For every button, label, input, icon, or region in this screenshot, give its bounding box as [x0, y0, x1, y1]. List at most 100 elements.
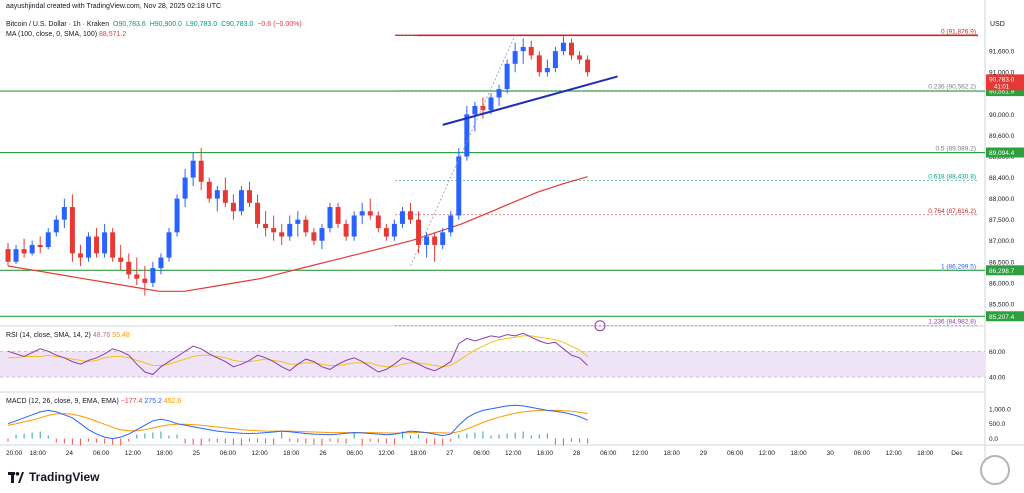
time-tick-label: 06:00: [473, 450, 490, 457]
fib-label: 0.764 (87,616.2): [928, 208, 976, 215]
candle-body: [496, 89, 502, 98]
price-chart[interactable]: 0 (91,876.9) 0.236 (90,562.2) 0.5 (89,089.…: [0, 0, 1024, 463]
time-tick-label: 30: [827, 450, 835, 457]
time-tick-label: 27: [446, 450, 454, 457]
support-price-label: 89,094.4: [989, 150, 1015, 157]
time-tick-label: 24: [66, 450, 74, 457]
candle-body: [77, 253, 83, 258]
footer-bar: [0, 463, 1024, 493]
candle-body: [126, 261, 132, 275]
currency-label: USD: [990, 21, 1005, 28]
ma-label[interactable]: MA (100, close, 0, SMA, 100): [6, 31, 98, 38]
candle-body: [238, 190, 244, 212]
candle-body: [102, 232, 108, 254]
time-tick-label: 06:00: [727, 450, 744, 457]
tradingview-logo[interactable]: TradingView: [8, 470, 99, 484]
candle-body: [520, 46, 526, 52]
candle-body: [544, 68, 550, 73]
candle-body: [552, 51, 558, 69]
time-tick-label: 26: [319, 450, 327, 457]
candle-body: [488, 97, 494, 111]
time-tick-label: 29: [700, 450, 708, 457]
candle-body: [585, 59, 591, 73]
candle-body: [182, 177, 188, 199]
candle-body: [271, 228, 277, 233]
time-tick-label: 12:00: [632, 450, 649, 457]
candle-body: [391, 223, 397, 237]
fibonacci-levels: 0 (91,876.9) 0.236 (90,562.2) 0.5 (89,089.…: [395, 28, 978, 327]
macd-tick-label: 500.0: [989, 421, 1006, 428]
candle-body: [255, 202, 261, 224]
candle-body: [327, 207, 333, 229]
macd-line: [7, 404, 588, 440]
support-price-box: [986, 147, 1024, 158]
time-tick-label: 20:00: [6, 450, 23, 457]
price-tick-label: 86,500.0: [989, 259, 1015, 266]
open-value: O90,783.6: [113, 21, 146, 28]
candle-body: [464, 114, 470, 157]
last-price-label: 90,783.0: [989, 76, 1015, 83]
candle-body: [472, 105, 478, 115]
time-tick-label: 06:00: [347, 450, 364, 457]
candle-body: [536, 55, 542, 73]
trend-line[interactable]: [410, 35, 618, 332]
time-tick-label: 12:00: [125, 450, 142, 457]
candle-body: [287, 223, 293, 237]
ma-line: [7, 176, 588, 292]
candle-body: [440, 232, 446, 245]
price-axis[interactable]: USD 85,500.0 86,000.0 86,500.0 87,000.0 87,50…: [986, 21, 1024, 443]
fib-label: 0.618 (88,430.8): [928, 173, 976, 180]
candle-body: [432, 236, 438, 245]
time-tick-label: 12:00: [251, 450, 268, 457]
candle-body: [351, 215, 357, 237]
macd-hist-value: −177.4: [120, 398, 143, 405]
fib-label: 0.236 (90,562.2): [928, 84, 976, 91]
candle-body: [512, 51, 518, 64]
fib-label: 0.5 (89,089.2): [936, 146, 976, 153]
symbol-name[interactable]: Bitcoin / U.S. Dollar · 1h · Kraken: [6, 21, 110, 28]
candle-body: [37, 244, 43, 248]
candle-body: [456, 156, 462, 216]
candle-body: [190, 160, 196, 178]
rsi-label[interactable]: RSI (14, close, SMA, 14, 2): [6, 332, 91, 339]
price-tick-label: 88,000.0: [989, 196, 1015, 203]
candle-body: [263, 223, 269, 229]
candle-body: [110, 232, 116, 258]
author-text: aayushjindal created with TradingView.co…: [6, 3, 222, 10]
rsi-tick-label: 40.00: [989, 375, 1006, 382]
change-value: −0.6 (−0.00%): [257, 21, 302, 28]
close-value: C90,783.0: [221, 21, 254, 28]
high-value: H90,900.0: [149, 21, 183, 28]
ma-value: 88,571.2: [99, 31, 127, 38]
candle-body: [504, 63, 510, 90]
time-axis[interactable]: 20:00 18:00 24 06:00 12:00 18:00 25 06:00 12:00 1…: [6, 450, 964, 457]
candle-body: [214, 190, 220, 199]
rsi-value: 48.76: [92, 332, 111, 339]
price-tick-label: 87,000.0: [989, 238, 1015, 245]
candle-body: [29, 244, 35, 254]
candle-body: [13, 249, 19, 262]
candle-body: [408, 211, 413, 220]
fib-label: 1 (86,299.5): [941, 263, 976, 270]
time-tick-label: 18:00: [917, 450, 934, 457]
candle-body: [69, 207, 75, 254]
last-price-box: [986, 74, 1024, 91]
rsi-tick-label: 60.00: [989, 349, 1006, 356]
candle-body: [359, 211, 365, 216]
macd-label[interactable]: MACD (12, 26, close, 9, EMA, EMA): [6, 398, 119, 405]
candle-body: [424, 236, 430, 245]
price-tick-label: 85,500.0: [989, 301, 1015, 308]
candle-body: [311, 232, 317, 241]
time-tick-label: 06:00: [93, 450, 110, 457]
support-price-box: [986, 311, 1024, 322]
candle-body: [247, 190, 252, 203]
candle-body: [577, 55, 583, 60]
candle-body: [375, 215, 381, 229]
macd-tick-label: 0.0: [989, 436, 998, 443]
candle-body: [569, 42, 574, 56]
price-tick-label: 91,000.0: [989, 70, 1015, 77]
candle-body: [158, 257, 164, 269]
candle-body: [198, 160, 204, 182]
price-tick-label: 91,600.0: [989, 49, 1015, 56]
rsi-legend: RSI (14, close, SMA, 14, 2) 48.76 55.48: [6, 331, 130, 340]
